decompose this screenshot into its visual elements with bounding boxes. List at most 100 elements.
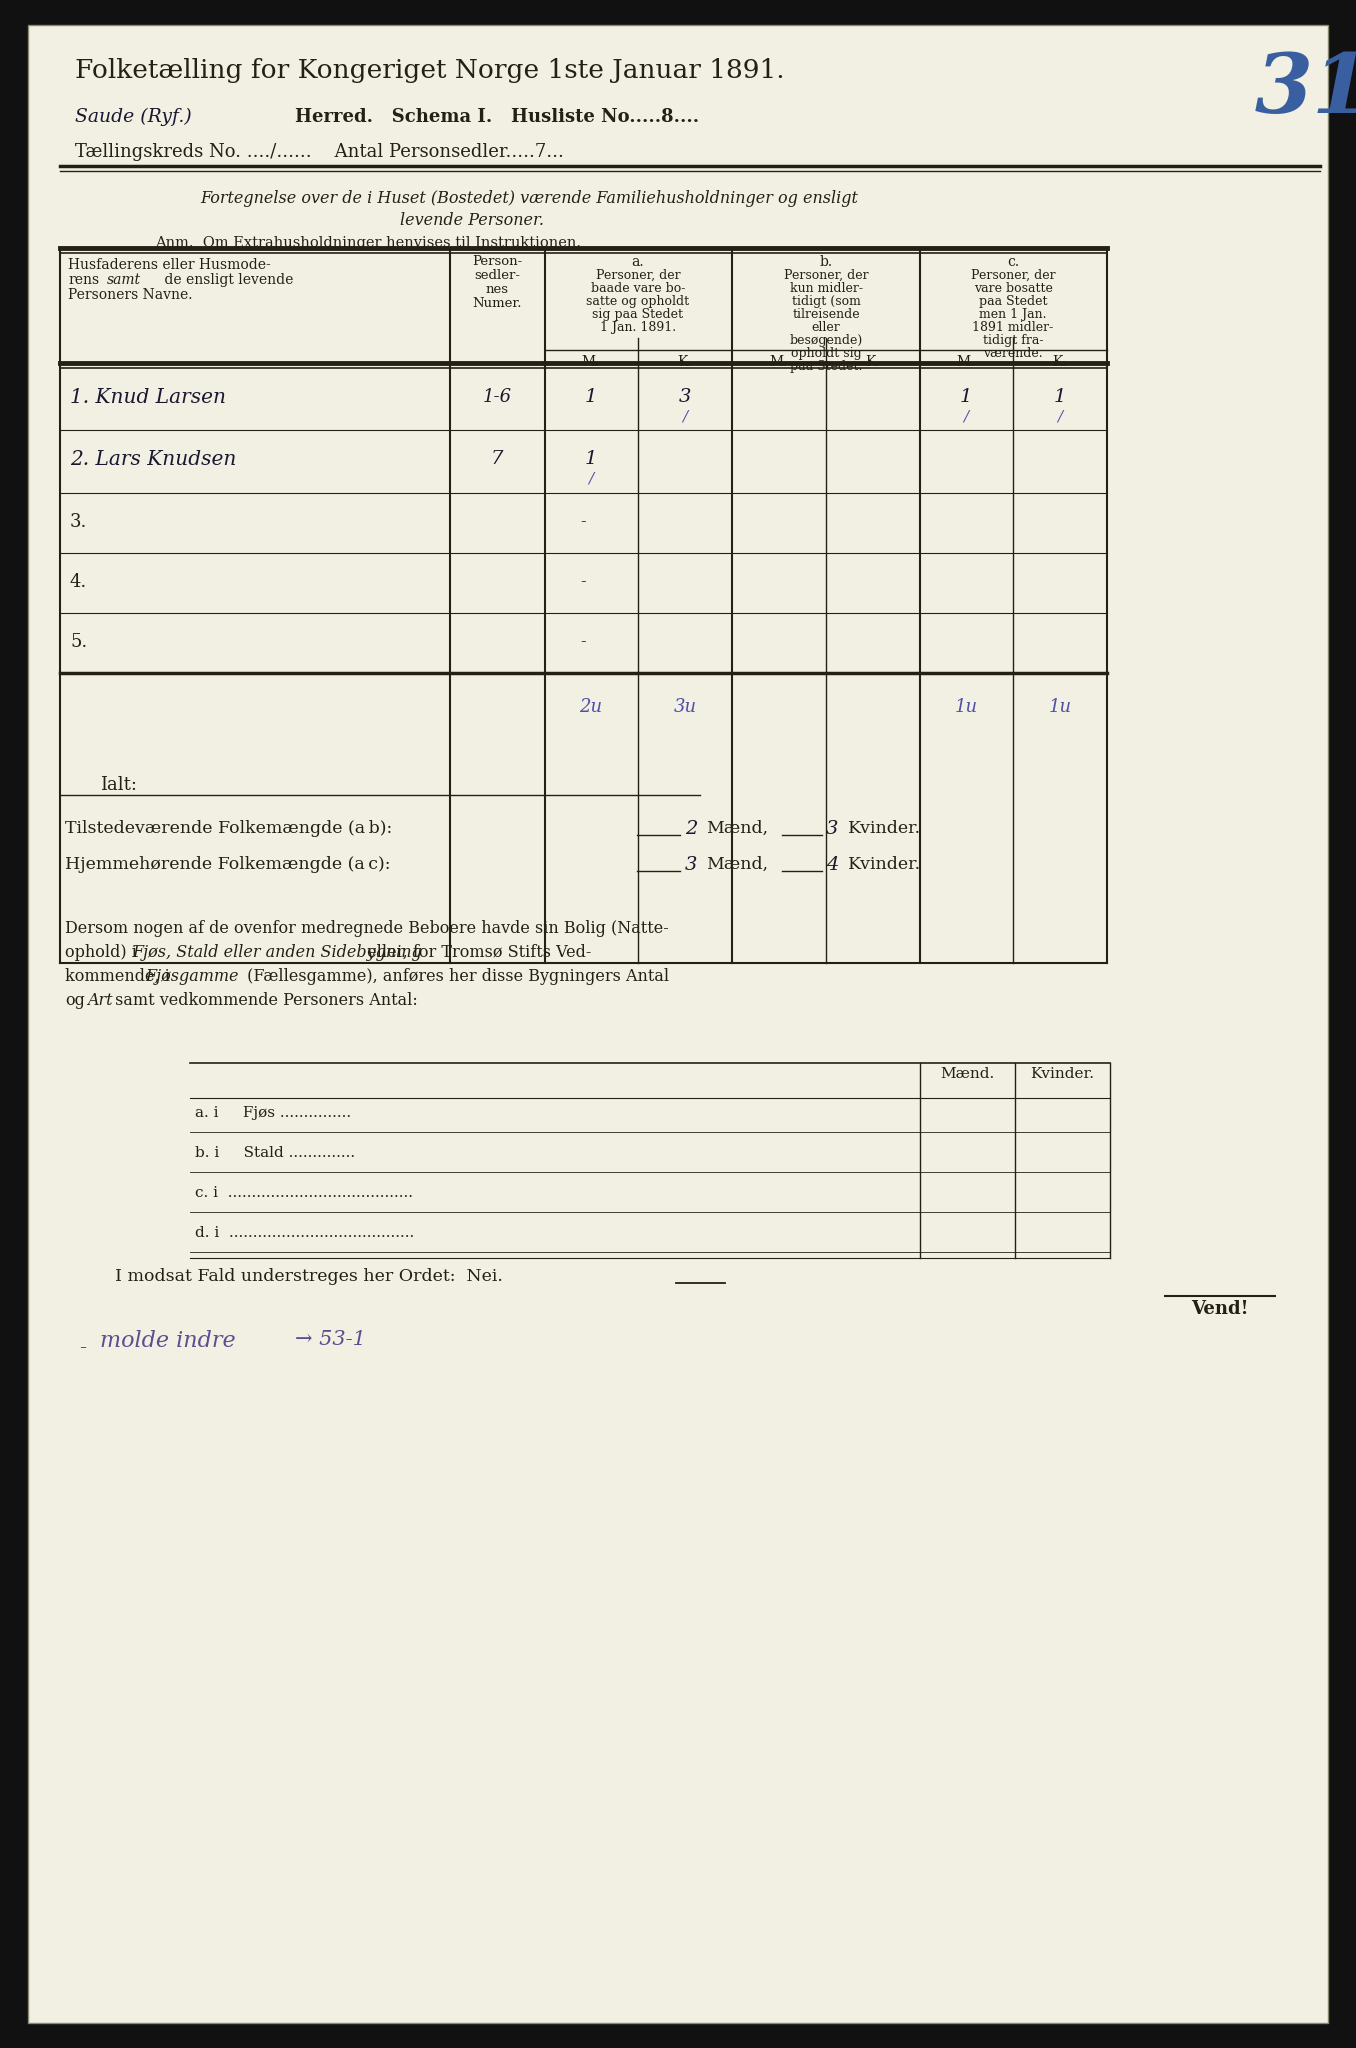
- Text: c. i  .......................................: c. i ...................................…: [195, 1186, 414, 1200]
- Text: Dersom nogen af de ovenfor medregnede Beboere havde sin Bolig (Natte-: Dersom nogen af de ovenfor medregnede Be…: [65, 920, 669, 938]
- Text: 3: 3: [685, 856, 697, 874]
- Text: K.: K.: [1052, 354, 1067, 369]
- Text: Folketælling for Kongeriget Norge 1ste Januar 1891.: Folketælling for Kongeriget Norge 1ste J…: [75, 57, 785, 84]
- Text: 1: 1: [584, 387, 597, 406]
- Text: 2u: 2u: [579, 698, 602, 717]
- Text: molde indre: molde indre: [100, 1329, 236, 1352]
- Text: Fjøsgamme: Fjøsgamme: [145, 969, 239, 985]
- Text: 1 Jan. 1891.: 1 Jan. 1891.: [599, 322, 677, 334]
- Text: 3: 3: [826, 819, 838, 838]
- Text: Husfaderens eller Husmode-: Husfaderens eller Husmode-: [68, 258, 271, 272]
- Text: samt: samt: [107, 272, 141, 287]
- Text: nes: nes: [485, 283, 508, 297]
- Text: paa Stedet: paa Stedet: [979, 295, 1047, 307]
- Text: Tilstedeværende Folkemængde (a b):: Tilstedeværende Folkemængde (a b):: [65, 819, 392, 838]
- Text: besøgende): besøgende): [789, 334, 862, 346]
- Text: 1: 1: [584, 451, 597, 469]
- Text: kommende, i: kommende, i: [65, 969, 170, 985]
- Text: 1u: 1u: [1048, 698, 1071, 717]
- Text: /: /: [1058, 410, 1063, 424]
- Text: K.: K.: [865, 354, 880, 369]
- Text: Kvinder.: Kvinder.: [1031, 1067, 1094, 1081]
- Text: værende.: værende.: [983, 346, 1043, 360]
- Text: -: -: [580, 573, 586, 590]
- Text: Herred.   Schema I.   Husliste No.....8....: Herred. Schema I. Husliste No.....8....: [296, 109, 700, 127]
- Text: b. i     Stald ..............: b. i Stald ..............: [195, 1147, 355, 1159]
- Text: Numer.: Numer.: [472, 297, 522, 309]
- Text: vare bosatte: vare bosatte: [974, 283, 1052, 295]
- Text: 4: 4: [826, 856, 838, 874]
- Text: satte og opholdt: satte og opholdt: [586, 295, 690, 307]
- Text: samt vedkommende Personers Antal:: samt vedkommende Personers Antal:: [110, 991, 418, 1010]
- Text: -: -: [80, 1337, 94, 1358]
- Text: tidigt fra-: tidigt fra-: [983, 334, 1043, 346]
- Text: 31: 31: [1256, 49, 1356, 129]
- Text: Kvinder.: Kvinder.: [848, 856, 921, 872]
- Text: Personer, der: Personer, der: [971, 268, 1055, 283]
- Text: /: /: [682, 410, 687, 424]
- Text: Mænd,: Mænd,: [706, 856, 767, 872]
- Text: Anm.  Om Extrahusholdninger henvises til Instruktionen.: Anm. Om Extrahusholdninger henvises til …: [155, 236, 580, 250]
- Text: 7: 7: [491, 451, 503, 469]
- Text: 1u: 1u: [955, 698, 978, 717]
- Text: tilreisende: tilreisende: [792, 307, 860, 322]
- Text: Personers Navne.: Personers Navne.: [68, 289, 193, 301]
- Text: de ensligt levende: de ensligt levende: [160, 272, 293, 287]
- Text: Vend!: Vend!: [1192, 1300, 1249, 1319]
- Text: Saude (Ryf.): Saude (Ryf.): [75, 109, 191, 127]
- Text: c.: c.: [1008, 256, 1020, 268]
- Text: M.: M.: [957, 354, 975, 369]
- Text: a.: a.: [632, 256, 644, 268]
- Text: 1: 1: [1054, 387, 1066, 406]
- Text: baade vare bo-: baade vare bo-: [591, 283, 685, 295]
- Text: Mænd.: Mænd.: [940, 1067, 994, 1081]
- Text: tidigt (som: tidigt (som: [792, 295, 861, 307]
- Text: Tællingskreds No. ..../......    Antal Personsedler.....7...: Tællingskreds No. ..../...... Antal Pers…: [75, 143, 564, 162]
- Text: 1. Knud Larsen: 1. Knud Larsen: [71, 387, 226, 408]
- Text: M.: M.: [582, 354, 601, 369]
- Text: ophold) i: ophold) i: [65, 944, 137, 961]
- Text: sedler-: sedler-: [475, 268, 519, 283]
- Text: Ialt:: Ialt:: [100, 776, 137, 795]
- Text: 1-6: 1-6: [483, 387, 511, 406]
- Text: -: -: [580, 633, 586, 649]
- Text: kun midler-: kun midler-: [789, 283, 862, 295]
- Text: Personer, der: Personer, der: [784, 268, 868, 283]
- Text: sig paa Stedet: sig paa Stedet: [593, 307, 683, 322]
- Text: a. i     Fjøs ...............: a. i Fjøs ...............: [195, 1106, 351, 1120]
- Text: Fjøs, Stald eller anden Sidebygning: Fjøs, Stald eller anden Sidebygning: [132, 944, 422, 961]
- Text: 3: 3: [679, 387, 692, 406]
- Text: 3u: 3u: [674, 698, 697, 717]
- Text: rens: rens: [68, 272, 99, 287]
- Text: (Fællesgamme), anføres her disse Bygningers Antal: (Fællesgamme), anføres her disse Bygning…: [241, 969, 669, 985]
- Text: Hjemmehørende Folkemængde (a c):: Hjemmehørende Folkemængde (a c):: [65, 856, 391, 872]
- Text: 1891 midler-: 1891 midler-: [972, 322, 1054, 334]
- Text: 3.: 3.: [71, 512, 87, 530]
- Text: men 1 Jan.: men 1 Jan.: [979, 307, 1047, 322]
- Text: 1: 1: [960, 387, 972, 406]
- Text: og: og: [65, 991, 85, 1010]
- Text: d. i  .......................................: d. i ...................................…: [195, 1227, 414, 1239]
- Text: -: -: [580, 512, 586, 530]
- Text: opholdt sig: opholdt sig: [791, 346, 861, 360]
- Text: /: /: [963, 410, 968, 424]
- Text: K.: K.: [678, 354, 693, 369]
- Text: 2. Lars Knudsen: 2. Lars Knudsen: [71, 451, 236, 469]
- Text: Person-: Person-: [472, 256, 522, 268]
- Text: 2: 2: [685, 819, 697, 838]
- Text: Personer, der: Personer, der: [595, 268, 681, 283]
- Text: eller, for Tromsø Stifts Ved-: eller, for Tromsø Stifts Ved-: [362, 944, 591, 961]
- Text: Fortegnelse over de i Huset (Bostedet) værende Familiehusholdninger og ensligt: Fortegnelse over de i Huset (Bostedet) v…: [199, 190, 858, 207]
- Text: /: /: [589, 471, 594, 485]
- Text: I modsat Fald understreges her Ordet:  Nei.: I modsat Fald understreges her Ordet: Ne…: [115, 1268, 503, 1284]
- Text: levende Personer.: levende Personer.: [400, 213, 544, 229]
- Text: eller: eller: [812, 322, 841, 334]
- Text: paa Stedet.: paa Stedet.: [789, 360, 862, 373]
- Text: b.: b.: [819, 256, 833, 268]
- Text: Art: Art: [87, 991, 113, 1010]
- Text: → 53-1: → 53-1: [296, 1329, 366, 1350]
- Text: Kvinder.: Kvinder.: [848, 819, 921, 838]
- Text: 4.: 4.: [71, 573, 87, 592]
- Text: M.: M.: [770, 354, 788, 369]
- Text: 5.: 5.: [71, 633, 87, 651]
